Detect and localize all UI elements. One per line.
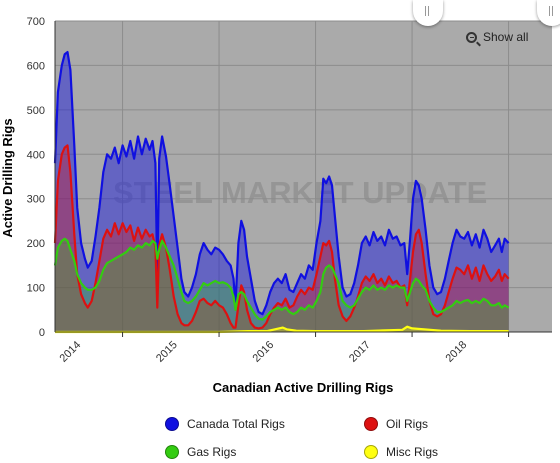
- y-tick-label: 700: [27, 16, 45, 28]
- x-tick-label: 2014: [58, 339, 84, 365]
- show-all-label: Show all: [483, 30, 529, 44]
- watermark-text: STEEL MARKET UPDATE: [113, 175, 487, 210]
- legend-dot-icon: [165, 417, 179, 431]
- legend-item-oil[interactable]: Oil Rigs: [364, 413, 428, 435]
- y-tick-label: 100: [27, 283, 45, 295]
- x-tick-label: 2016: [251, 339, 277, 365]
- zoom-out-icon: [466, 31, 477, 43]
- y-tick-label: 400: [27, 149, 45, 161]
- range-handle-left[interactable]: [413, 0, 443, 26]
- x-axis: 2014 2015 2016 2017 2018: [58, 332, 510, 365]
- y-tick-label: 200: [27, 238, 45, 250]
- legend-item-misc[interactable]: Misc Rigs: [364, 441, 438, 463]
- x-tick-label: 2017: [347, 339, 373, 365]
- x-axis-title: Canadian Active Drilling Rigs: [213, 380, 394, 395]
- legend-dot-icon: [364, 445, 378, 459]
- legend-item-canada-total[interactable]: Canada Total Rigs: [165, 413, 285, 435]
- x-tick-label: 2015: [154, 339, 180, 365]
- legend-dot-icon: [165, 445, 179, 459]
- series-line-0: [53, 51, 510, 316]
- legend-label: Oil Rigs: [386, 417, 429, 431]
- legend-label: Canada Total Rigs: [187, 417, 285, 431]
- y-tick-label: 0: [39, 327, 45, 339]
- range-handle-right[interactable]: [537, 0, 560, 26]
- show-all-button[interactable]: Show all: [466, 30, 528, 44]
- plot-area: [55, 21, 552, 332]
- legend-label: Misc Rigs: [386, 445, 439, 459]
- chart: STEEL MARKET UPDATE 0 100 200 300 400 500 600 7…: [0, 16, 552, 395]
- y-tick-label: 300: [27, 194, 45, 206]
- y-tick-label: 600: [27, 60, 45, 72]
- x-tick-label: 2018: [444, 339, 470, 365]
- y-axis: 0 100 200 300 400 500 600 700: [27, 16, 45, 339]
- y-tick-label: 500: [27, 105, 45, 117]
- legend-item-gas[interactable]: Gas Rigs: [165, 441, 236, 463]
- legend-dot-icon: [364, 417, 378, 431]
- y-axis-title: Active Drilling Rigs: [0, 118, 15, 237]
- series-line-2: [53, 237, 510, 321]
- legend: Canada Total Rigs Oil Rigs Gas Rigs Misc…: [0, 412, 560, 461]
- legend-label: Gas Rigs: [187, 445, 237, 459]
- gridlines: [55, 20, 552, 333]
